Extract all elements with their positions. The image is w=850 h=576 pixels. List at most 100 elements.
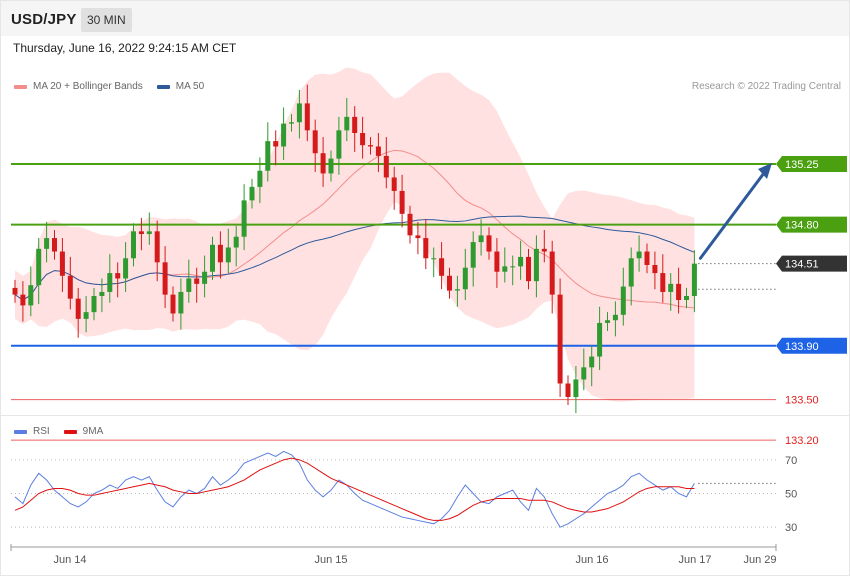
header-bar: USD/JPY 30 MIN [1,1,849,36]
legend-label-9ma: 9MA [82,426,104,437]
rsi-series-9MA [14,457,695,521]
legend-label-ma20: MA 20 + Bollinger Bands [33,81,143,92]
candle-body [296,103,302,123]
candle-body [549,251,555,295]
candle-body [194,278,200,284]
candle-body [470,242,476,268]
candle-body [368,145,373,147]
candle-body [83,312,89,319]
legend-swatch-rsi [14,429,27,434]
candle-body [636,251,642,259]
candle-body [249,186,255,201]
candle-body [557,294,563,384]
candle-body [233,236,239,248]
candle-body [178,291,184,314]
candle-body [257,170,263,187]
candle-body [518,256,524,267]
rsi-tick-50: 50 [785,489,797,501]
legend-swatch-ma50 [156,84,170,89]
candle-body [52,238,57,252]
candle-body [20,294,26,306]
candle-body [439,258,445,276]
candle-body [146,231,152,235]
candle-body [352,116,358,134]
x-tick-label: Jun 16 [575,554,608,566]
x-tick-label: Jun 17 [678,554,711,566]
candle-body [407,213,413,236]
candle-body [328,158,334,174]
level-tag-bg [776,216,847,233]
candle-body [541,248,547,252]
candle-body [691,263,697,296]
candle-body [502,266,508,272]
forecast-arrow-head [758,163,772,179]
candle-body [391,177,397,191]
candle-body [304,103,310,131]
candle-body [59,251,65,276]
date-text: Thursday, June 16, 2022 9:24:15 AM CET [13,41,237,55]
candle-body [510,266,516,268]
level-label-133.90: 133.90 [785,341,819,353]
candle-body [336,130,342,159]
candle-body [533,248,539,282]
candle-body [115,273,121,279]
candle-body [12,287,18,295]
candle-body [462,267,468,290]
candle-body [454,289,460,291]
candle-body [75,298,81,319]
level-tag-bg [776,337,847,354]
main-legend: MA 20 + Bollinger Bands MA 50 [14,81,218,92]
level-tag-134.51: 134.51 [776,255,847,272]
candle-body [131,231,136,259]
level-label-134.51: 134.51 [785,259,819,271]
level-label-134.80: 134.80 [785,220,819,232]
rsi-legend: RSI 9MA [14,426,117,437]
candle-body [289,122,294,124]
symbol-label: USD/JPY [11,11,77,28]
x-tick-label: Jun 14 [53,554,86,566]
candle-body [162,262,168,295]
candle-body [44,238,50,249]
timeframe-button[interactable]: 30 MIN [81,8,132,32]
candle-body [660,273,666,292]
candle-body [478,235,484,243]
x-tick-label: Jun 15 [314,554,347,566]
candle-body [320,153,326,174]
level-tag-133.20: 133.20 [785,435,819,447]
level-label-133.20: 133.20 [785,435,819,447]
candle-body [573,379,579,397]
candle-body [281,123,287,147]
legend-label-rsi: RSI [33,426,50,437]
candle-body [612,314,618,321]
candle-body [170,294,176,314]
candle-body [123,258,129,279]
candle-body [360,133,366,146]
candle-body [644,251,650,265]
candle-body [652,265,658,274]
candle-body [486,235,492,252]
candle-body [526,256,531,282]
rsi-series-RSI [14,450,695,528]
level-tag-135.25: 135.25 [776,156,847,172]
candle-body [99,291,105,296]
candle-body [565,383,571,397]
candle-body [399,190,405,214]
candle-body [265,141,271,171]
candle-body [375,146,381,156]
candle-body [67,275,73,299]
candle-body [312,130,318,154]
rsi-tick-70: 70 [785,455,797,467]
candle-body [605,320,610,323]
candle-body [202,271,208,284]
candle-body [423,238,429,259]
x-tick-label: Jun 29 [743,554,776,566]
legend-label-ma50: MA 50 [175,81,205,92]
candle-body [225,247,231,263]
level-label-133.50: 133.50 [785,395,819,407]
candle-body [107,273,113,292]
credit-text: Research © 2022 Trading Central [691,81,841,92]
candle-body [676,283,682,301]
candle-body [589,356,595,368]
level-tag-133.90: 133.90 [776,337,847,354]
